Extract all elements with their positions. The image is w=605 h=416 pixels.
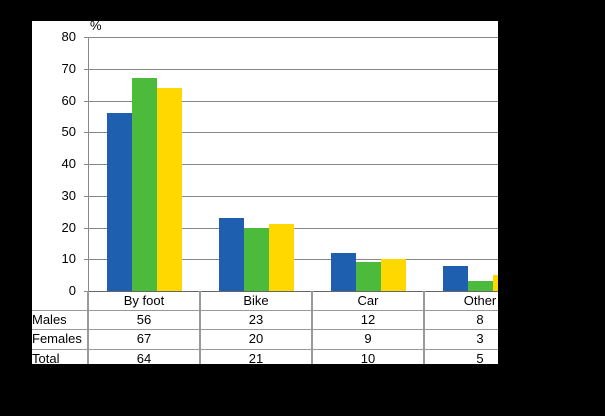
- table-cell: 3: [476, 331, 484, 346]
- table-cell: 9: [364, 331, 372, 346]
- gridline: [88, 164, 498, 165]
- table-row-divider: [32, 349, 498, 350]
- bar-males-by-foot: [107, 113, 132, 291]
- bar-males-other: [443, 265, 468, 291]
- y-tick-mark: [84, 100, 89, 102]
- y-tick-label: 20: [61, 219, 76, 235]
- table-column-divider: [423, 291, 425, 364]
- chart-panel: % 0 10 20 30 40 50 60 70 80 By foot Bike Car Other M…: [32, 21, 498, 364]
- table-cell: 23: [248, 312, 264, 327]
- y-tick-mark: [84, 259, 89, 261]
- table-cell: 10: [360, 351, 376, 364]
- y-tick-label: 0: [68, 283, 76, 298]
- y-tick-mark: [84, 195, 89, 197]
- y-axis-line: [88, 37, 89, 291]
- bar-females-car: [356, 262, 381, 291]
- y-tick-mark: [84, 164, 89, 165]
- table-column-divider: [199, 291, 201, 364]
- y-tick-label: 80: [61, 29, 76, 44]
- y-tick-label: 40: [61, 156, 76, 171]
- table-header-cell: Car: [357, 293, 379, 308]
- table-cell: 67: [136, 331, 152, 346]
- y-tick-mark: [84, 132, 89, 134]
- y-tick-label: 70: [61, 60, 76, 76]
- y-tick-label: 30: [61, 187, 76, 203]
- gridline: [88, 291, 498, 292]
- table-column-divider: [311, 291, 313, 364]
- table-cell: 64: [136, 351, 152, 364]
- gridline: [88, 195, 498, 197]
- table-cell: 21: [248, 351, 264, 364]
- bar-females-by-foot: [132, 78, 157, 291]
- table-header-cell: By foot: [123, 293, 165, 308]
- y-tick-mark: [84, 68, 89, 70]
- gridline: [88, 37, 498, 38]
- bar-males-car: [331, 252, 356, 291]
- y-tick-label: 10: [61, 251, 76, 267]
- table-column-divider: [87, 291, 89, 364]
- table-row-label: Total: [32, 351, 60, 364]
- table-header-cell: Bike: [243, 293, 269, 308]
- table-cell: 8: [476, 312, 484, 327]
- bar-females-bike: [244, 227, 269, 291]
- table-cell: 5: [476, 351, 484, 364]
- gridline: [88, 68, 498, 70]
- bar-total-bike: [269, 224, 294, 291]
- table-row-label: Females: [32, 331, 82, 346]
- gridline: [88, 100, 498, 102]
- y-axis-unit: %: [90, 21, 102, 33]
- table-header-cell: Other: [463, 293, 497, 308]
- bar-males-bike: [219, 217, 244, 291]
- bar-females-other: [468, 281, 493, 291]
- y-tick-mark: [84, 291, 89, 292]
- table-row-divider: [32, 310, 498, 311]
- gridline: [88, 132, 498, 134]
- table-cell: 20: [248, 331, 264, 346]
- table-row-divider: [32, 329, 498, 330]
- bar-total-other: [493, 275, 498, 291]
- y-tick-mark: [84, 37, 89, 38]
- bar-total-car: [381, 259, 406, 291]
- y-tick-mark: [84, 227, 89, 229]
- table-cell: 56: [136, 312, 152, 327]
- table-row-label: Males: [32, 312, 67, 327]
- table-cell: 12: [360, 312, 376, 327]
- y-tick-label: 50: [61, 124, 76, 140]
- bar-total-by-foot: [157, 87, 182, 291]
- y-tick-label: 60: [61, 92, 76, 108]
